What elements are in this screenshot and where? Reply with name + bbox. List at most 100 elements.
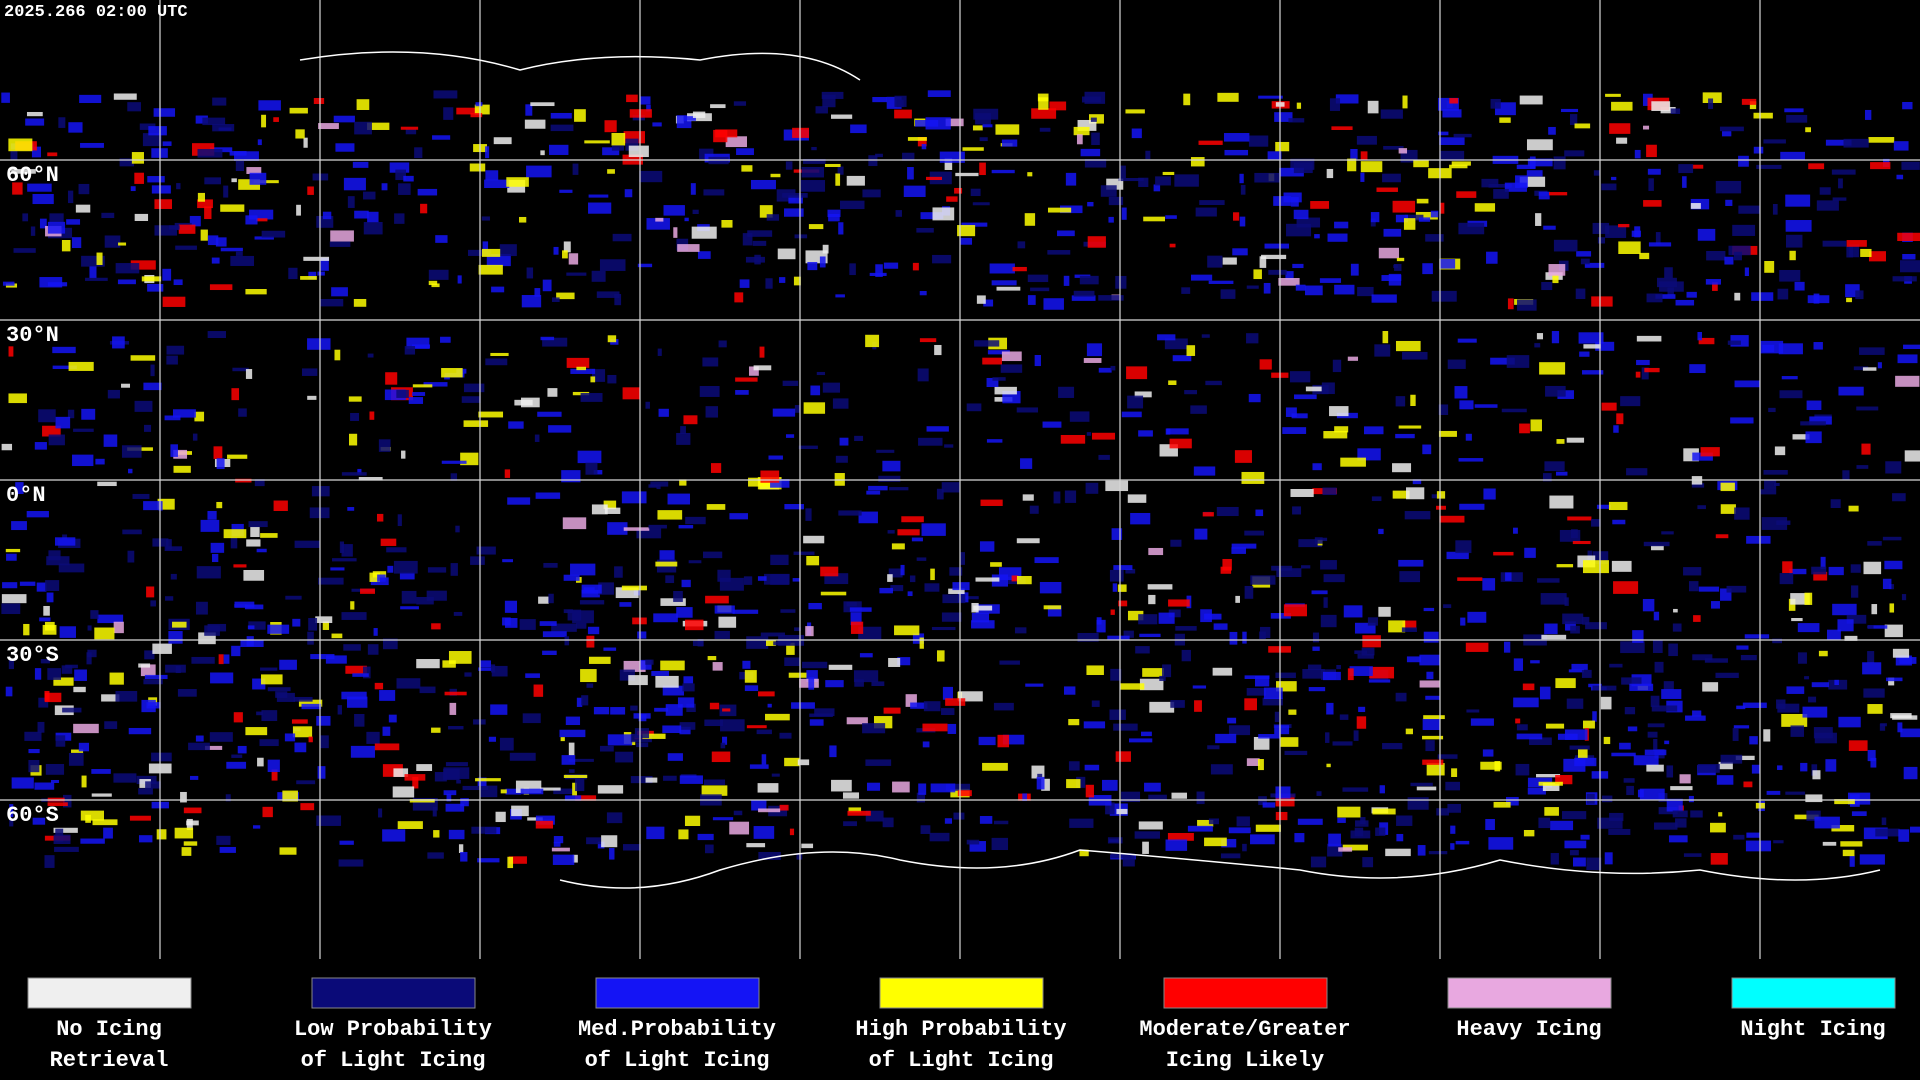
icing-patch xyxy=(1326,702,1334,715)
icing-patch xyxy=(941,482,960,493)
icing-patch xyxy=(387,565,394,573)
icing-patch xyxy=(1091,432,1116,440)
icing-patch xyxy=(1675,818,1687,828)
icing-patch xyxy=(772,408,796,417)
icing-patch xyxy=(686,703,696,713)
icing-patch xyxy=(1063,275,1070,286)
icing-patch xyxy=(45,763,65,775)
icing-patch xyxy=(677,697,695,708)
icing-patch xyxy=(49,213,64,223)
icing-patch xyxy=(542,631,567,638)
icing-patch xyxy=(1846,614,1867,624)
icing-patch xyxy=(103,827,113,839)
icing-patch xyxy=(1294,394,1317,400)
icing-patch xyxy=(475,102,483,107)
icing-patch xyxy=(1334,221,1349,229)
icing-patch xyxy=(1777,765,1783,770)
icing-patch xyxy=(1024,213,1036,226)
icing-patch xyxy=(1258,95,1283,99)
icing-patch xyxy=(1620,641,1645,654)
icing-patch xyxy=(1202,512,1214,517)
icing-patch xyxy=(1636,335,1662,342)
icing-patch xyxy=(267,687,291,692)
icing-patch xyxy=(824,573,849,585)
icing-patch xyxy=(1679,774,1691,784)
icing-patch xyxy=(1438,131,1449,136)
icing-patch xyxy=(1392,463,1412,473)
icing-patch xyxy=(837,166,844,175)
icing-patch xyxy=(245,288,267,295)
icing-patch xyxy=(1538,817,1551,829)
icing-patch xyxy=(164,415,181,421)
icing-patch xyxy=(921,144,927,150)
icing-patch xyxy=(197,149,223,158)
icing-patch xyxy=(450,473,458,481)
icing-patch xyxy=(1284,750,1308,756)
icing-patch xyxy=(1488,837,1514,850)
icing-patch xyxy=(1901,161,1920,170)
icing-patch xyxy=(457,275,462,284)
icing-patch xyxy=(534,434,540,442)
icing-patch xyxy=(1761,517,1788,530)
icing-patch xyxy=(1642,598,1655,612)
icing-patch xyxy=(1553,239,1578,252)
icing-patch xyxy=(1308,687,1326,692)
icing-patch xyxy=(1689,364,1706,374)
icing-patch xyxy=(1892,493,1906,502)
icing-patch xyxy=(1190,405,1207,414)
icing-patch xyxy=(900,564,905,576)
icing-patch xyxy=(1712,282,1718,291)
icing-patch xyxy=(1596,504,1611,509)
icing-patch xyxy=(502,559,514,563)
icing-patch xyxy=(15,482,24,495)
icing-patch xyxy=(42,425,61,437)
icing-patch xyxy=(1027,172,1033,177)
icing-patch xyxy=(1057,230,1075,237)
icing-patch xyxy=(62,794,72,808)
icing-patch xyxy=(173,279,183,286)
icing-patch xyxy=(195,601,208,615)
icing-patch xyxy=(1436,808,1449,816)
icing-patch xyxy=(1246,285,1259,289)
icing-patch xyxy=(846,717,868,725)
icing-patch xyxy=(1772,638,1782,644)
icing-patch xyxy=(713,129,728,143)
icing-patch xyxy=(1849,855,1855,867)
icing-patch xyxy=(307,186,314,195)
icing-patch xyxy=(420,203,428,214)
icing-patch xyxy=(301,368,318,376)
icing-patch xyxy=(1493,189,1509,199)
icing-patch xyxy=(244,604,264,610)
icing-patch xyxy=(524,119,546,129)
icing-patch xyxy=(1668,835,1688,843)
icing-patch xyxy=(1220,853,1241,859)
icing-patch xyxy=(932,207,955,221)
icing-patch xyxy=(1591,519,1601,527)
icing-patch xyxy=(1802,706,1828,718)
icing-patch xyxy=(1834,799,1855,805)
icing-patch xyxy=(1340,457,1366,467)
icing-patch xyxy=(367,353,374,358)
icing-patch xyxy=(1556,564,1574,568)
icing-patch xyxy=(1446,551,1469,560)
icing-patch xyxy=(1720,504,1736,514)
icing-patch xyxy=(1459,503,1485,510)
icing-patch xyxy=(322,621,330,630)
icing-patch xyxy=(1405,728,1413,735)
icing-patch xyxy=(1145,150,1151,160)
icing-patch xyxy=(1600,696,1612,710)
icing-patch xyxy=(1,92,10,103)
icing-patch xyxy=(542,337,568,347)
icing-patch xyxy=(354,210,369,219)
icing-patch xyxy=(1820,556,1826,569)
icing-patch xyxy=(1601,183,1617,191)
icing-patch xyxy=(683,676,694,684)
icing-patch xyxy=(363,222,383,235)
icing-patch xyxy=(170,573,177,580)
icing-patch xyxy=(1138,430,1153,437)
icing-patch xyxy=(115,690,138,702)
icing-patch xyxy=(1020,458,1033,469)
icing-patch xyxy=(1047,605,1062,617)
icing-patch xyxy=(1396,815,1413,826)
icing-patch xyxy=(1118,178,1144,182)
